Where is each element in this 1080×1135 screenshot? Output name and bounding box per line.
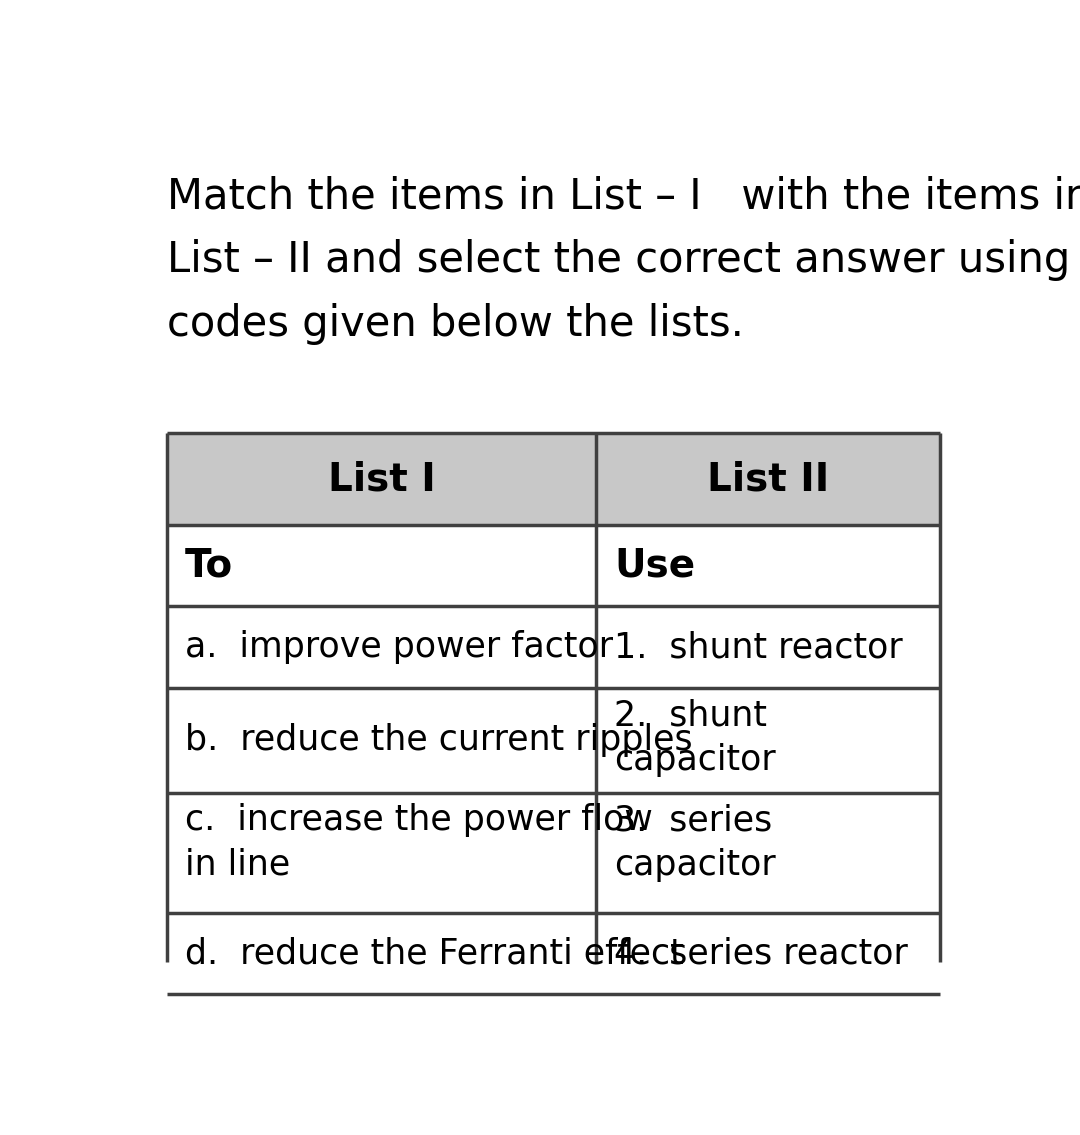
Text: 3.  series
capacitor: 3. series capacitor: [615, 804, 777, 882]
Text: List I: List I: [327, 460, 435, 498]
Text: 4.  series reactor: 4. series reactor: [615, 936, 908, 970]
Text: codes given below the lists.: codes given below the lists.: [166, 303, 744, 345]
Text: 1.  shunt reactor: 1. shunt reactor: [615, 630, 903, 664]
Text: 2.  shunt
capacitor: 2. shunt capacitor: [615, 698, 777, 777]
Text: Use: Use: [615, 547, 696, 585]
Text: c.  increase the power flow
in line: c. increase the power flow in line: [186, 804, 653, 882]
Bar: [166, 434, 941, 526]
Text: a.  improve power factor: a. improve power factor: [186, 630, 613, 664]
Text: List – II and select the correct answer using the: List – II and select the correct answer …: [166, 239, 1080, 281]
Text: d.  reduce the Ferranti effect: d. reduce the Ferranti effect: [186, 936, 684, 970]
Text: b.  reduce the current ripples: b. reduce the current ripples: [186, 723, 693, 757]
Text: List II: List II: [707, 460, 829, 498]
Text: Match the items in List – I   with the items in: Match the items in List – I with the ite…: [166, 176, 1080, 218]
Text: To: To: [186, 547, 233, 585]
